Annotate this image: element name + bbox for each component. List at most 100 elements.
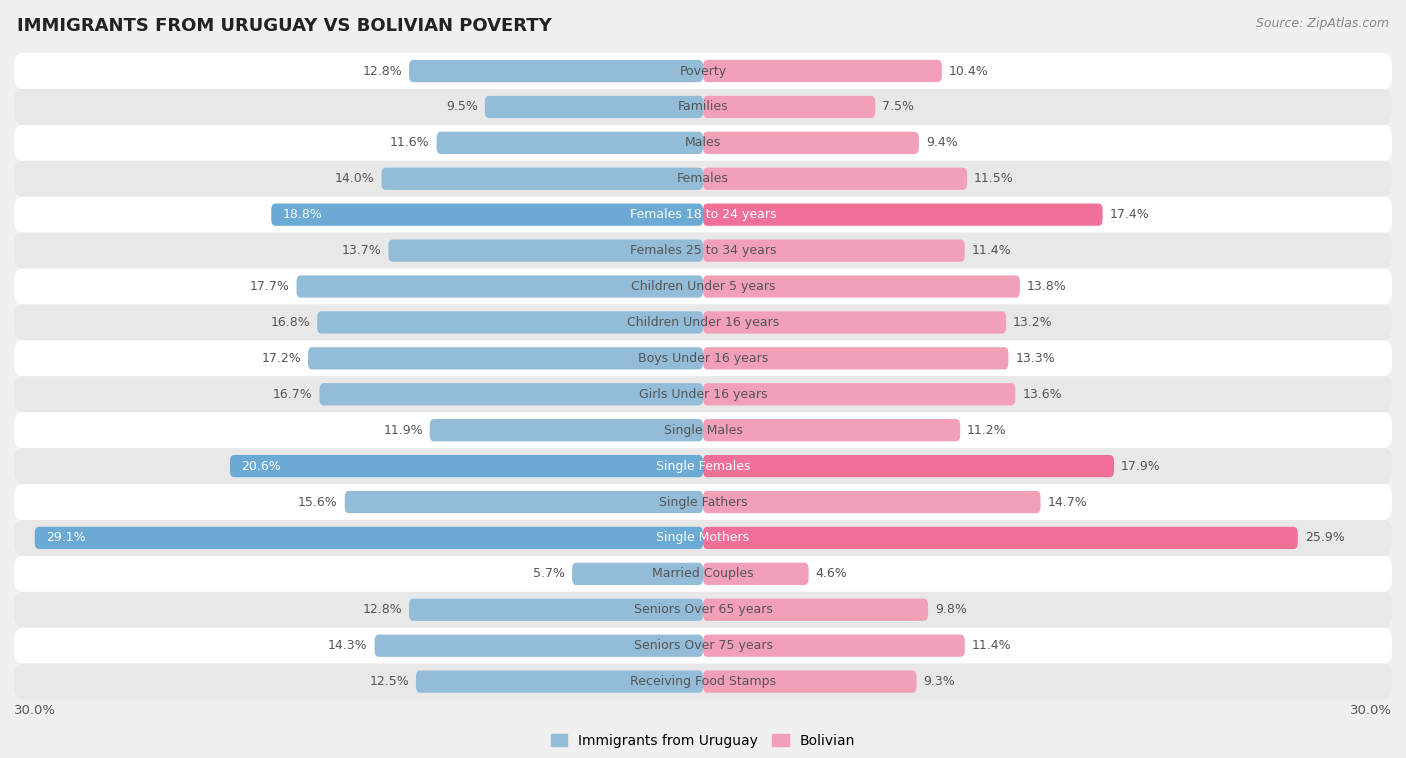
FancyBboxPatch shape [14,664,1392,700]
FancyBboxPatch shape [14,89,1392,125]
FancyBboxPatch shape [271,204,703,226]
Text: Source: ZipAtlas.com: Source: ZipAtlas.com [1256,17,1389,30]
Text: Single Males: Single Males [664,424,742,437]
Text: 17.9%: 17.9% [1121,459,1161,472]
FancyBboxPatch shape [14,556,1392,592]
Text: 25.9%: 25.9% [1305,531,1344,544]
FancyBboxPatch shape [703,527,1298,549]
FancyBboxPatch shape [231,455,703,478]
Text: 4.6%: 4.6% [815,567,848,581]
FancyBboxPatch shape [703,347,1008,369]
FancyBboxPatch shape [374,634,703,657]
FancyBboxPatch shape [703,455,1114,478]
Text: 29.1%: 29.1% [46,531,86,544]
Text: 9.5%: 9.5% [446,100,478,114]
FancyBboxPatch shape [14,376,1392,412]
FancyBboxPatch shape [703,491,1040,513]
Text: 12.5%: 12.5% [370,675,409,688]
Text: 18.8%: 18.8% [283,208,322,221]
Text: 9.3%: 9.3% [924,675,955,688]
FancyBboxPatch shape [416,671,703,693]
FancyBboxPatch shape [381,168,703,190]
FancyBboxPatch shape [14,268,1392,305]
FancyBboxPatch shape [703,419,960,441]
FancyBboxPatch shape [572,562,703,585]
Text: 17.7%: 17.7% [250,280,290,293]
Text: 5.7%: 5.7% [533,567,565,581]
Legend: Immigrants from Uruguay, Bolivian: Immigrants from Uruguay, Bolivian [546,728,860,753]
Text: Females 18 to 24 years: Females 18 to 24 years [630,208,776,221]
Text: Poverty: Poverty [679,64,727,77]
FancyBboxPatch shape [388,240,703,262]
FancyBboxPatch shape [14,305,1392,340]
FancyBboxPatch shape [485,96,703,118]
Text: 11.4%: 11.4% [972,244,1011,257]
Text: Children Under 16 years: Children Under 16 years [627,316,779,329]
FancyBboxPatch shape [14,161,1392,197]
Text: 14.3%: 14.3% [328,639,368,652]
FancyBboxPatch shape [703,599,928,621]
Text: Seniors Over 75 years: Seniors Over 75 years [634,639,772,652]
Text: Families: Families [678,100,728,114]
Text: 30.0%: 30.0% [14,704,56,717]
Text: Single Fathers: Single Fathers [659,496,747,509]
FancyBboxPatch shape [703,383,1015,406]
Text: Females: Females [678,172,728,185]
FancyBboxPatch shape [703,132,920,154]
FancyBboxPatch shape [14,484,1392,520]
Text: Girls Under 16 years: Girls Under 16 years [638,388,768,401]
Text: 11.4%: 11.4% [972,639,1011,652]
FancyBboxPatch shape [14,592,1392,628]
FancyBboxPatch shape [14,233,1392,268]
Text: 13.6%: 13.6% [1022,388,1062,401]
Text: 13.3%: 13.3% [1015,352,1054,365]
FancyBboxPatch shape [14,197,1392,233]
FancyBboxPatch shape [14,448,1392,484]
Text: 16.8%: 16.8% [270,316,311,329]
FancyBboxPatch shape [703,312,1007,334]
Text: Single Females: Single Females [655,459,751,472]
FancyBboxPatch shape [14,125,1392,161]
Text: 13.7%: 13.7% [342,244,381,257]
Text: 14.7%: 14.7% [1047,496,1087,509]
FancyBboxPatch shape [14,412,1392,448]
Text: Females 25 to 34 years: Females 25 to 34 years [630,244,776,257]
Text: 7.5%: 7.5% [882,100,914,114]
FancyBboxPatch shape [308,347,703,369]
FancyBboxPatch shape [344,491,703,513]
FancyBboxPatch shape [703,168,967,190]
FancyBboxPatch shape [703,96,875,118]
FancyBboxPatch shape [297,275,703,298]
Text: Males: Males [685,136,721,149]
FancyBboxPatch shape [703,562,808,585]
FancyBboxPatch shape [409,599,703,621]
FancyBboxPatch shape [318,312,703,334]
Text: 11.2%: 11.2% [967,424,1007,437]
Text: Single Mothers: Single Mothers [657,531,749,544]
Text: Boys Under 16 years: Boys Under 16 years [638,352,768,365]
Text: Married Couples: Married Couples [652,567,754,581]
Text: 14.0%: 14.0% [335,172,374,185]
Text: Seniors Over 65 years: Seniors Over 65 years [634,603,772,616]
Text: 12.8%: 12.8% [363,603,402,616]
Text: 12.8%: 12.8% [363,64,402,77]
Text: Children Under 5 years: Children Under 5 years [631,280,775,293]
Text: 20.6%: 20.6% [242,459,281,472]
Text: 11.9%: 11.9% [384,424,423,437]
Text: IMMIGRANTS FROM URUGUAY VS BOLIVIAN POVERTY: IMMIGRANTS FROM URUGUAY VS BOLIVIAN POVE… [17,17,551,35]
FancyBboxPatch shape [437,132,703,154]
Text: 17.2%: 17.2% [262,352,301,365]
Text: 30.0%: 30.0% [1350,704,1392,717]
Text: 13.2%: 13.2% [1012,316,1053,329]
FancyBboxPatch shape [703,60,942,82]
FancyBboxPatch shape [14,53,1392,89]
Text: 11.5%: 11.5% [974,172,1014,185]
FancyBboxPatch shape [703,240,965,262]
Text: Receiving Food Stamps: Receiving Food Stamps [630,675,776,688]
FancyBboxPatch shape [14,628,1392,664]
Text: 9.8%: 9.8% [935,603,967,616]
FancyBboxPatch shape [14,520,1392,556]
Text: 15.6%: 15.6% [298,496,337,509]
FancyBboxPatch shape [703,634,965,657]
FancyBboxPatch shape [703,275,1019,298]
